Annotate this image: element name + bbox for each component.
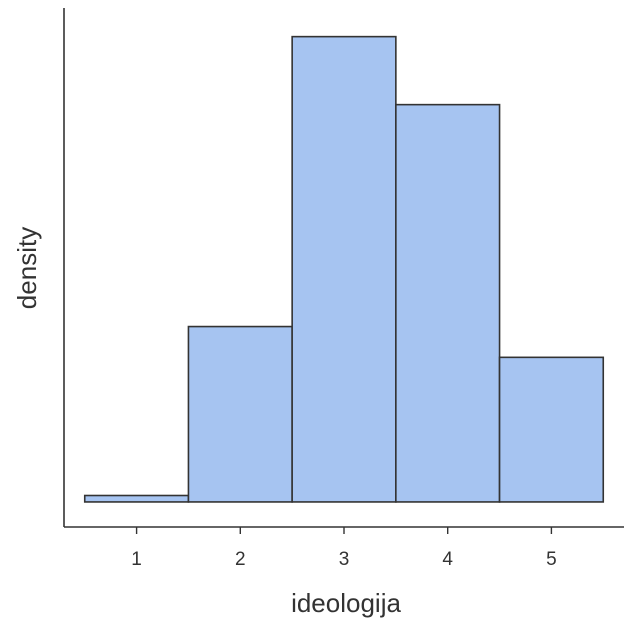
- bar-5: [498, 356, 605, 503]
- bar-1: [83, 494, 190, 503]
- x-ticks-group: 1 2 3 4 5: [131, 527, 557, 570]
- y-axis-title: density: [12, 227, 42, 309]
- x-tick-label-2: 2: [235, 549, 246, 570]
- bars-group: [83, 35, 605, 503]
- x-tick-label-5: 5: [546, 549, 557, 570]
- x-tick-label-3: 3: [339, 549, 350, 570]
- x-axis-title: ideologija: [291, 588, 401, 618]
- bar-4: [395, 103, 501, 503]
- bar-3: [291, 35, 397, 503]
- bar-2: [187, 325, 293, 503]
- x-tick-label-4: 4: [442, 549, 453, 570]
- x-tick-label-1: 1: [131, 549, 142, 570]
